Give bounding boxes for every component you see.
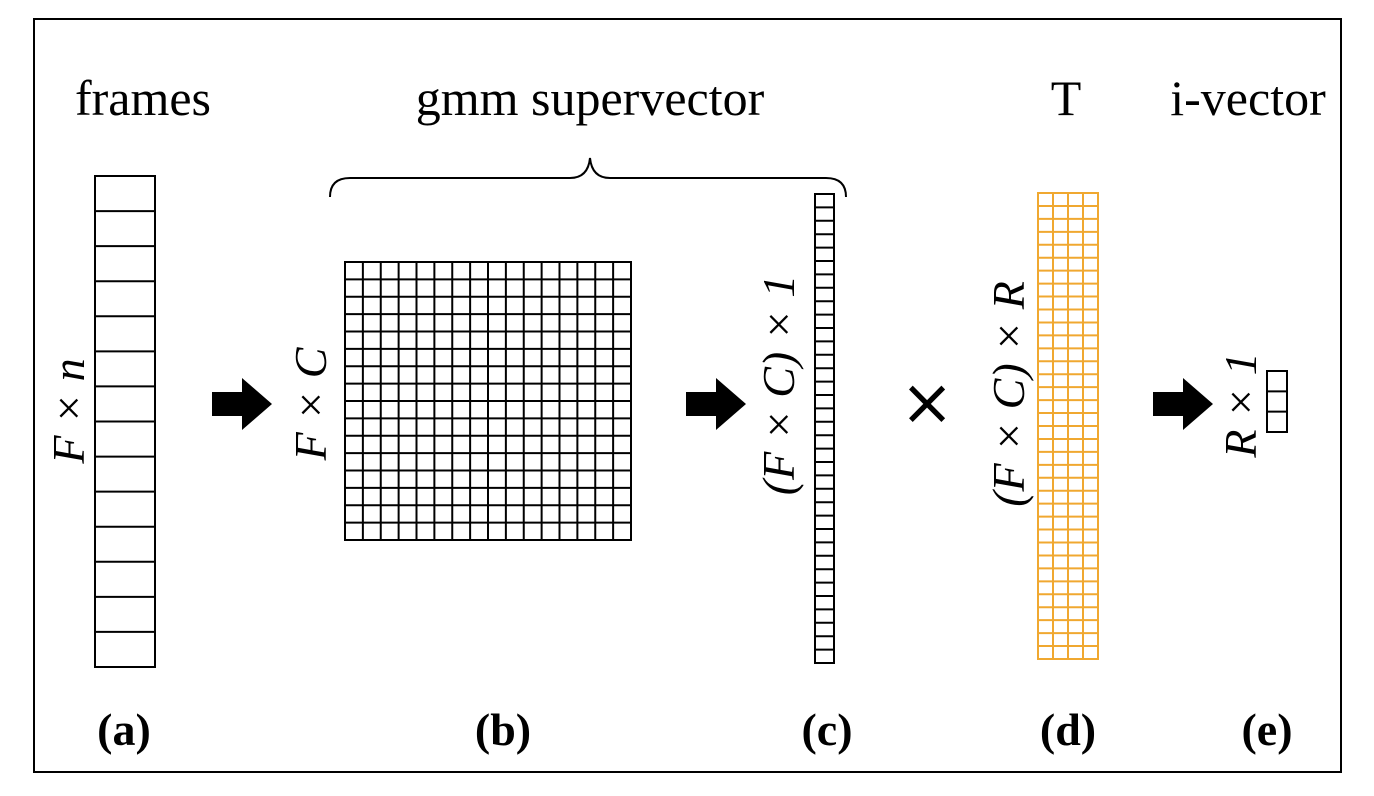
caption-b: (b) bbox=[475, 704, 531, 755]
arrow-right-icon bbox=[212, 378, 272, 430]
arrow-right-icon bbox=[686, 378, 746, 430]
caption-a: (a) bbox=[97, 704, 151, 755]
dim-label-a: F × n bbox=[43, 358, 94, 464]
ivector-column bbox=[1266, 370, 1288, 433]
multiply-operator: × bbox=[900, 366, 954, 440]
supervector-column bbox=[814, 193, 835, 664]
title-t: T bbox=[1051, 70, 1082, 126]
caption-c: (c) bbox=[801, 704, 852, 755]
dim-label-e: R × 1 bbox=[1215, 352, 1266, 458]
title-frames: frames bbox=[75, 70, 211, 126]
dim-label-d: (F × C) × R bbox=[983, 281, 1034, 507]
fc-matrix bbox=[344, 261, 632, 541]
caption-e: (e) bbox=[1241, 704, 1292, 755]
frames-matrix bbox=[94, 175, 156, 668]
title-gmm-supervector: gmm supervector bbox=[416, 70, 765, 126]
supervector-brace bbox=[329, 157, 847, 198]
t-matrix bbox=[1037, 192, 1099, 660]
title-ivector: i-vector bbox=[1170, 70, 1326, 126]
caption-d: (d) bbox=[1040, 704, 1096, 755]
arrow-right-icon bbox=[1153, 378, 1213, 430]
dim-label-c: (F × C) × 1 bbox=[753, 275, 804, 496]
figure-border bbox=[33, 18, 1342, 773]
dim-label-b: F × C bbox=[285, 346, 336, 461]
